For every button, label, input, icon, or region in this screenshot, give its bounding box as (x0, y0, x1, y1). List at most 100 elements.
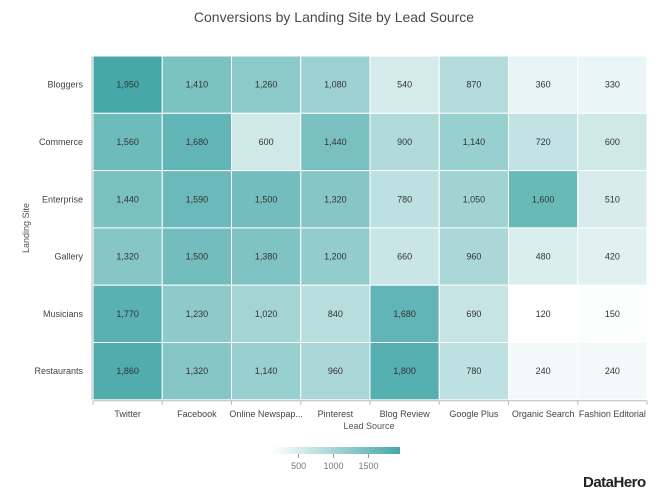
cell-value-label: 1,590 (186, 194, 209, 204)
row-label: Gallery (54, 252, 83, 262)
color-legend: 500 1000 1500 (272, 447, 400, 471)
row-labels: Bloggers Commerce Enterprise Gallery Musicia… (34, 80, 84, 376)
legend-gradient-bar (272, 447, 400, 454)
heatmap-cell (369, 227, 440, 286)
cell-value-label: 1,230 (186, 309, 209, 319)
cell-value-label: 1,680 (186, 137, 209, 147)
cell-value-label: 420 (605, 252, 620, 262)
cell-value-label: 1,860 (116, 366, 139, 376)
column-label: Pinterest (318, 409, 354, 419)
cell-value-label: 1,770 (116, 309, 139, 319)
heatmap-cell (92, 170, 163, 229)
cell-value-label: 780 (397, 194, 412, 204)
row-label: Musicians (43, 309, 84, 319)
heatmap-cell (577, 55, 648, 114)
cell-value-label: 1,680 (393, 309, 416, 319)
column-label: Blog Review (380, 409, 431, 419)
axes (91, 56, 648, 405)
cell-value-label: 900 (397, 137, 412, 147)
heatmap-cell (577, 284, 648, 344)
column-label: Online Newspap... (229, 409, 303, 419)
row-label: Enterprise (42, 194, 83, 204)
heatmap-cell (577, 342, 648, 401)
cell-value-label: 240 (536, 366, 551, 376)
heatmap-cell (300, 170, 371, 229)
chart-title: Conversions by Landing Site by Lead Sour… (194, 9, 474, 25)
cell-value-label: 960 (328, 366, 343, 376)
heatmap-cell (508, 342, 579, 401)
heatmap-cell (438, 55, 509, 114)
heatmap-cell (231, 55, 302, 114)
cell-value-label: 960 (466, 252, 481, 262)
cell-value-label: 120 (536, 309, 551, 319)
heatmap-cell (161, 55, 232, 114)
brand-logo: DataHero (583, 474, 646, 491)
heatmap-cell (508, 227, 579, 286)
cell-value-label: 1,320 (186, 366, 209, 376)
column-label: Organic Search (512, 409, 575, 419)
cell-value-label: 480 (536, 252, 551, 262)
cell-value-label: 600 (259, 137, 274, 147)
cell-value-label: 840 (328, 309, 343, 319)
cell-value-label: 1,140 (463, 137, 486, 147)
heatmap-cell (438, 170, 509, 229)
heatmap-cell (161, 170, 232, 229)
heatmap-cell (92, 227, 163, 286)
column-labels: Twitter Facebook Online Newspap... Pinteres… (114, 409, 646, 419)
cell-value-label: 150 (605, 309, 620, 319)
cell-value-label: 690 (466, 309, 481, 319)
cell-value-label: 1,440 (324, 137, 347, 147)
heatmap-cell (369, 170, 440, 229)
cell-value-label: 1,050 (463, 194, 486, 204)
cell-value-label: 1,080 (324, 80, 347, 90)
column-label: Google Plus (449, 409, 499, 419)
cell-value-label: 1,500 (186, 252, 209, 262)
cell-value-label: 510 (605, 194, 620, 204)
column-label: Twitter (114, 409, 141, 419)
heatmap-cell (92, 55, 163, 114)
cell-value-label: 1,500 (255, 194, 278, 204)
cell-value-label: 660 (397, 252, 412, 262)
cell-value-label: 1,410 (186, 80, 209, 90)
cell-value-label: 360 (536, 80, 551, 90)
cell-value-label: 1,320 (116, 252, 139, 262)
cell-value-label: 1,560 (116, 137, 139, 147)
heatmap-cell (577, 170, 648, 229)
heatmap-cell (161, 342, 232, 401)
cell-value-label: 1,800 (393, 366, 416, 376)
heatmap-cell (231, 227, 302, 286)
legend-tick-label: 500 (291, 461, 306, 471)
heatmap-cell (300, 284, 371, 344)
y-axis-title: Landing Site (21, 203, 31, 253)
row-label: Bloggers (47, 80, 83, 90)
heatmap-cell (438, 342, 509, 401)
heatmap-cell (300, 227, 371, 286)
column-label: Fashion Editorial (579, 409, 646, 419)
legend-tick-label: 1000 (324, 461, 344, 471)
column-label: Facebook (177, 409, 217, 419)
heatmap-cell (300, 112, 371, 172)
heatmap-cell (508, 284, 579, 344)
cell-value-label: 1,140 (255, 366, 278, 376)
row-label: Restaurants (34, 366, 83, 376)
x-axis-title: Lead Source (343, 421, 394, 431)
cell-value-label: 600 (605, 137, 620, 147)
cell-value-label: 1,260 (255, 80, 278, 90)
heatmap-cell (369, 284, 440, 344)
cell-value-label: 1,020 (255, 309, 278, 319)
heatmap-cell (577, 112, 648, 172)
cell-value-label: 1,380 (255, 252, 278, 262)
cell-value-label: 1,200 (324, 252, 347, 262)
heatmap-cells: 1,950 1,410 1,260 1,080 540 870 360 330 1,560 1,6… (92, 55, 648, 401)
cell-value-label: 1,600 (532, 194, 555, 204)
cell-value-label: 540 (397, 80, 412, 90)
heatmap-cell (300, 55, 371, 114)
cell-value-label: 870 (466, 80, 481, 90)
heatmap-cell (92, 342, 163, 401)
heatmap-cell (231, 342, 302, 401)
heatmap-cell (369, 342, 440, 401)
cell-value-label: 720 (536, 137, 551, 147)
heatmap-cell (438, 112, 509, 172)
cell-value-label: 780 (466, 366, 481, 376)
